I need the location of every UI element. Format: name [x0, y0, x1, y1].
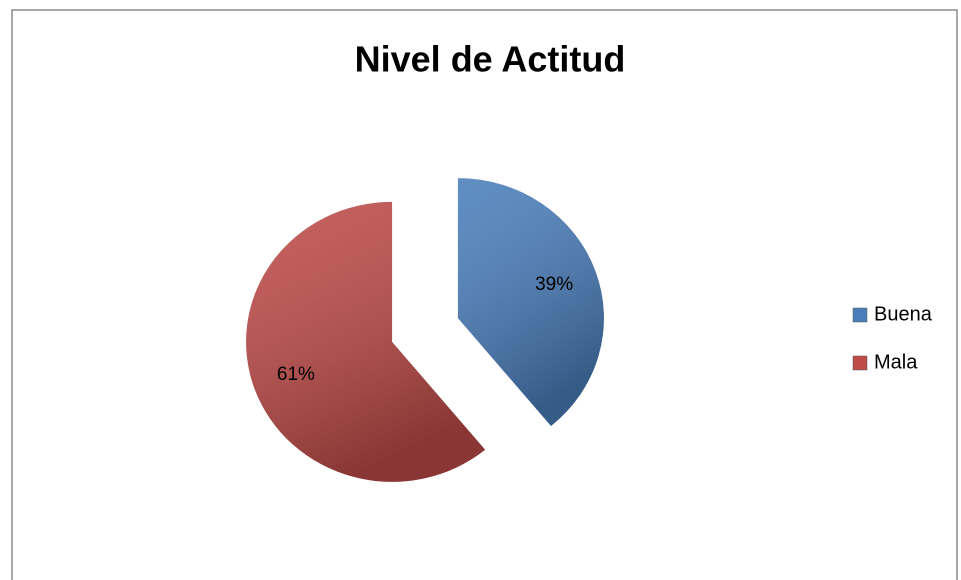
legend-swatch — [852, 355, 868, 371]
chart-border — [11, 9, 958, 580]
chart-title: Nivel de Actitud — [355, 39, 626, 80]
data-label: 39% — [535, 274, 573, 295]
slice-shade — [246, 201, 486, 482]
slice-shade — [457, 178, 604, 427]
legend-label: Mala — [874, 351, 918, 373]
legend-label: Buena — [874, 303, 933, 325]
legend-swatch — [852, 307, 868, 323]
data-label: 61% — [277, 364, 315, 385]
